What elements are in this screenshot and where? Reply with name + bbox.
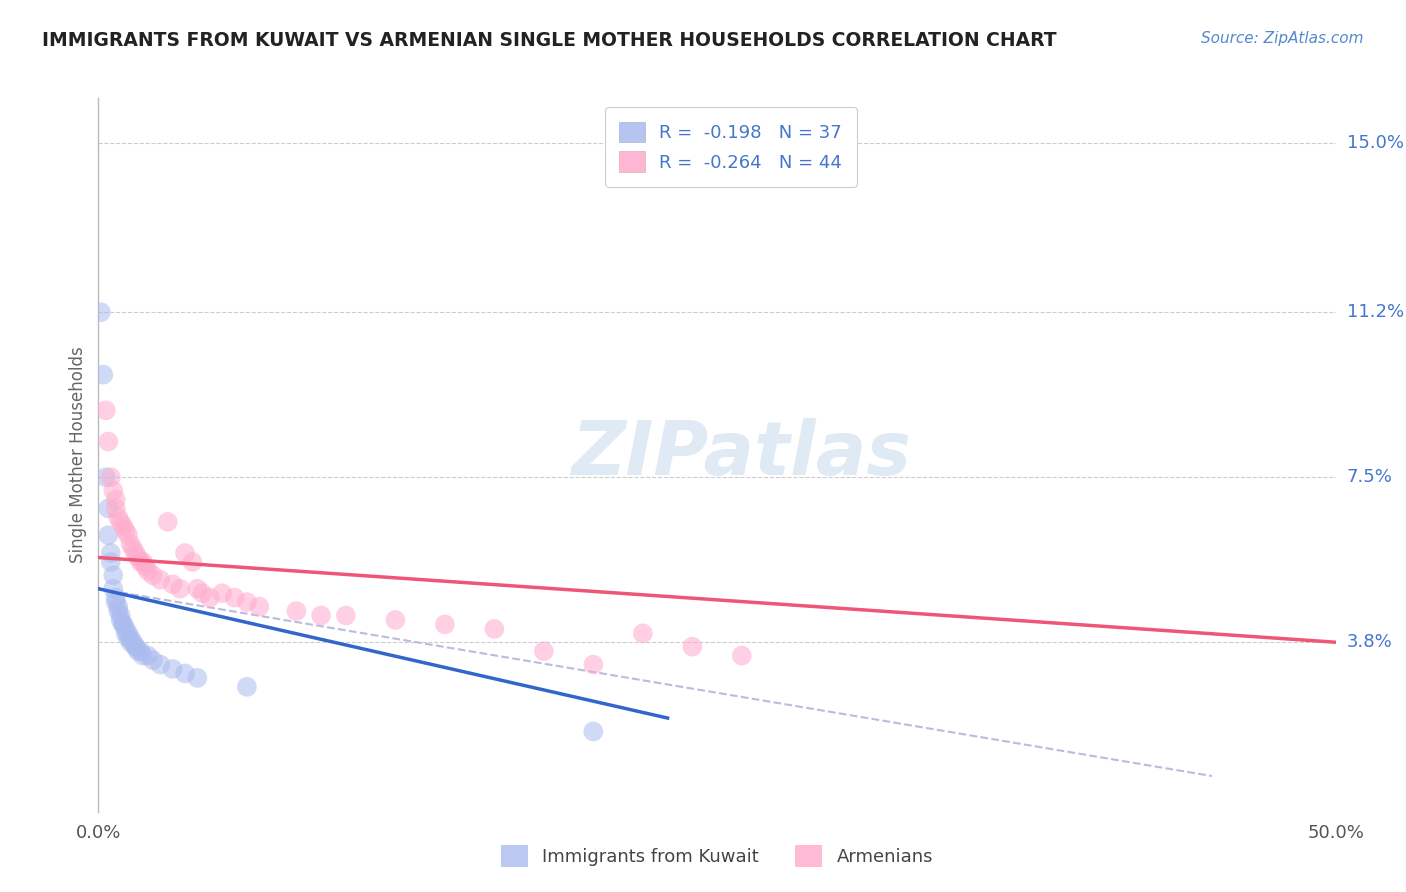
Text: ZIPatlas: ZIPatlas: [572, 418, 912, 491]
Point: [120, 537, 142, 551]
Point: [132, 648, 155, 663]
Point: [107, 604, 129, 618]
Text: Source: ZipAtlas.com: Source: ZipAtlas.com: [1201, 31, 1364, 46]
Point: [136, 564, 159, 578]
Point: [162, 577, 184, 591]
Point: [582, 657, 605, 672]
Point: [103, 483, 125, 498]
Point: [110, 515, 132, 529]
Point: [104, 591, 127, 605]
Text: 15.0%: 15.0%: [1347, 134, 1403, 152]
Point: [117, 631, 139, 645]
Point: [129, 644, 152, 658]
Point: [731, 648, 754, 663]
Point: [169, 582, 191, 596]
Text: IMMIGRANTS FROM KUWAIT VS ARMENIAN SINGLE MOTHER HOUSEHOLDS CORRELATION CHART: IMMIGRANTS FROM KUWAIT VS ARMENIAN SINGL…: [42, 31, 1057, 50]
Point: [120, 635, 142, 649]
Point: [236, 595, 259, 609]
Legend: Immigrants from Kuwait, Armenians: Immigrants from Kuwait, Armenians: [494, 838, 941, 874]
Point: [127, 644, 149, 658]
Point: [97, 501, 120, 516]
Point: [114, 524, 136, 538]
Point: [124, 546, 146, 560]
Point: [117, 626, 139, 640]
Point: [114, 622, 136, 636]
Point: [174, 666, 197, 681]
Point: [103, 568, 125, 582]
Point: [100, 470, 122, 484]
Point: [285, 604, 308, 618]
Point: [174, 546, 197, 560]
Point: [127, 550, 149, 565]
Point: [122, 635, 145, 649]
Point: [97, 528, 120, 542]
Point: [198, 591, 221, 605]
Point: [236, 680, 259, 694]
Point: [247, 599, 270, 614]
Text: 11.2%: 11.2%: [1347, 303, 1405, 321]
Point: [112, 617, 135, 632]
Point: [181, 555, 204, 569]
Point: [433, 617, 456, 632]
Point: [681, 640, 703, 654]
Point: [120, 631, 142, 645]
Point: [110, 613, 132, 627]
Point: [117, 528, 139, 542]
Point: [103, 582, 125, 596]
Point: [156, 515, 179, 529]
Point: [110, 608, 132, 623]
Point: [186, 582, 208, 596]
Point: [211, 586, 233, 600]
Point: [100, 546, 122, 560]
Point: [484, 622, 506, 636]
Point: [142, 568, 165, 582]
Point: [533, 644, 555, 658]
Point: [384, 613, 406, 627]
Point: [97, 434, 120, 449]
Point: [142, 653, 165, 667]
Text: 3.8%: 3.8%: [1347, 633, 1392, 651]
Point: [631, 626, 654, 640]
Point: [124, 640, 146, 654]
Point: [112, 617, 135, 632]
Point: [107, 599, 129, 614]
Point: [191, 586, 214, 600]
Point: [114, 626, 136, 640]
Point: [94, 470, 117, 484]
Point: [132, 555, 155, 569]
Y-axis label: Single Mother Households: Single Mother Households: [69, 347, 87, 563]
Point: [162, 662, 184, 676]
Point: [104, 501, 127, 516]
Point: [149, 573, 172, 587]
Point: [186, 671, 208, 685]
Point: [122, 541, 145, 556]
Point: [129, 555, 152, 569]
Point: [93, 368, 115, 382]
Text: 7.5%: 7.5%: [1347, 468, 1393, 486]
Point: [582, 724, 605, 739]
Point: [335, 608, 357, 623]
Point: [149, 657, 172, 672]
Point: [104, 595, 127, 609]
Point: [134, 559, 156, 574]
Point: [309, 608, 332, 623]
Point: [107, 510, 129, 524]
Point: [224, 591, 246, 605]
Point: [136, 648, 159, 663]
Point: [124, 640, 146, 654]
Point: [100, 555, 122, 569]
Point: [112, 519, 135, 533]
Point: [104, 492, 127, 507]
Point: [90, 305, 112, 319]
Point: [94, 403, 117, 417]
